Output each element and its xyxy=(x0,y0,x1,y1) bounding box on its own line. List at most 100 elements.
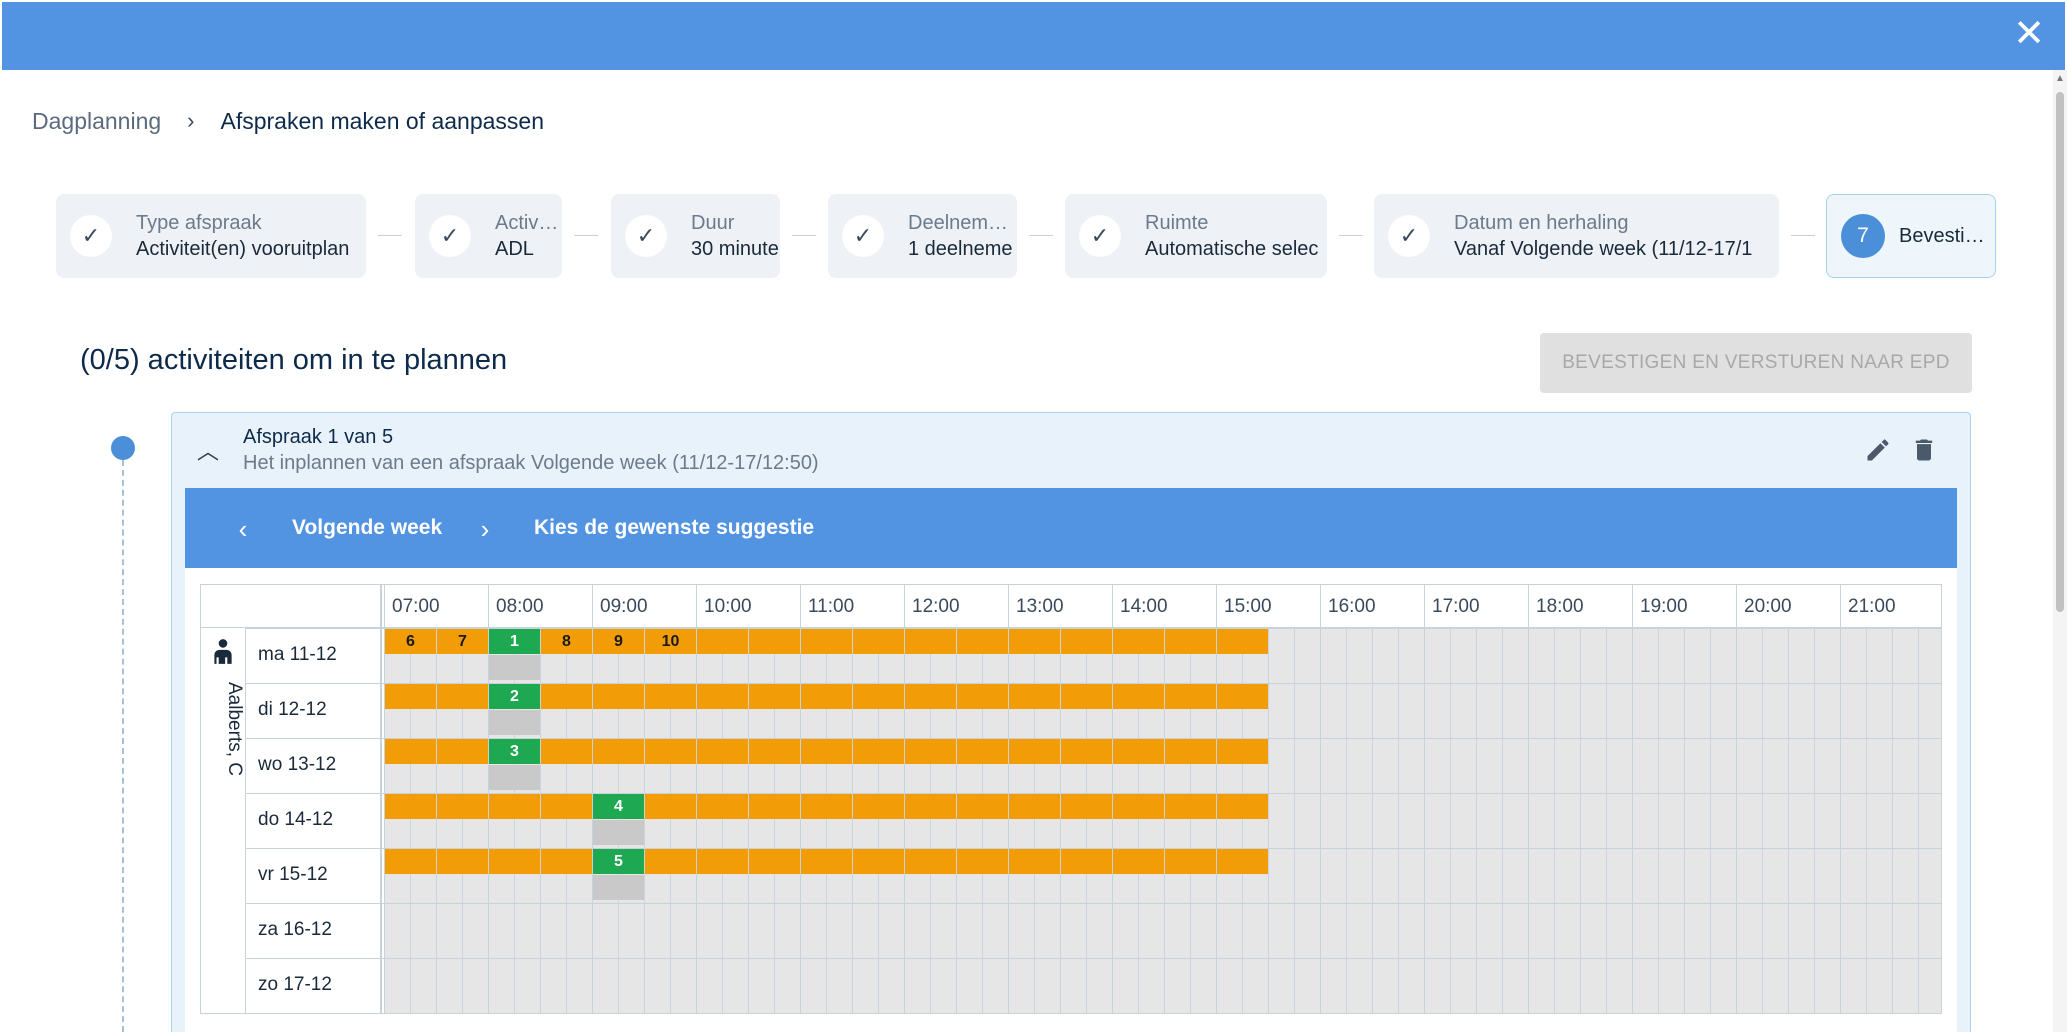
scrollbar-thumb[interactable] xyxy=(2056,92,2064,612)
available-slot[interactable] xyxy=(437,739,488,764)
suggestion-slot[interactable]: 6 xyxy=(385,629,436,654)
available-slot[interactable] xyxy=(1061,684,1112,709)
available-slot[interactable] xyxy=(697,629,748,654)
suggestion-slot[interactable]: 10 xyxy=(645,629,696,654)
available-slot[interactable] xyxy=(645,739,696,764)
available-slot[interactable] xyxy=(1061,739,1112,764)
available-slot[interactable] xyxy=(801,794,852,819)
available-slot[interactable] xyxy=(1061,629,1112,654)
available-slot[interactable] xyxy=(1217,794,1268,819)
available-slot[interactable] xyxy=(1009,739,1060,764)
breadcrumb-dagplanning[interactable]: Dagplanning xyxy=(32,107,162,134)
available-slot[interactable] xyxy=(593,684,644,709)
available-slot[interactable] xyxy=(853,739,904,764)
confirm-send-epd-button[interactable]: BEVESTIGEN EN VERSTUREN NAAR EPD xyxy=(1540,333,1972,393)
available-slot[interactable] xyxy=(385,794,436,819)
available-slot[interactable] xyxy=(1113,684,1164,709)
available-slot[interactable] xyxy=(645,794,696,819)
available-slot[interactable] xyxy=(853,849,904,874)
available-slot[interactable] xyxy=(437,849,488,874)
available-slot[interactable] xyxy=(1061,794,1112,819)
available-slot[interactable] xyxy=(1113,794,1164,819)
suggestion-selected[interactable]: 5 xyxy=(593,849,644,874)
available-slot[interactable] xyxy=(957,739,1008,764)
available-slot[interactable] xyxy=(541,739,592,764)
available-slot[interactable] xyxy=(749,849,800,874)
available-slot[interactable] xyxy=(905,794,956,819)
available-slot[interactable] xyxy=(1165,739,1216,764)
chevron-right-icon[interactable]: › xyxy=(480,514,490,544)
available-slot[interactable] xyxy=(957,794,1008,819)
available-slot[interactable] xyxy=(1009,794,1060,819)
available-slot[interactable] xyxy=(541,684,592,709)
step-ruimte[interactable]: ✓ Ruimte Automatische selec xyxy=(1065,194,1327,278)
available-slot[interactable] xyxy=(489,849,540,874)
suggestion-selected[interactable]: 3 xyxy=(489,739,540,764)
chevron-up-icon[interactable]: ︿ xyxy=(196,439,219,464)
available-slot[interactable] xyxy=(801,739,852,764)
step-duur[interactable]: ✓ Duur 30 minute xyxy=(611,194,780,278)
available-slot[interactable] xyxy=(645,684,696,709)
available-slot[interactable] xyxy=(1217,684,1268,709)
edit-icon[interactable] xyxy=(1864,436,1892,464)
available-slot[interactable] xyxy=(801,849,852,874)
available-slot[interactable] xyxy=(1165,849,1216,874)
step-bevestigen[interactable]: 7 Bevesti… xyxy=(1826,194,1996,278)
suggestion-selected[interactable]: 1 xyxy=(489,629,540,654)
available-slot[interactable] xyxy=(593,739,644,764)
available-slot[interactable] xyxy=(697,794,748,819)
available-slot[interactable] xyxy=(1165,684,1216,709)
available-slot[interactable] xyxy=(1217,739,1268,764)
available-slot[interactable] xyxy=(1165,629,1216,654)
delete-icon[interactable] xyxy=(1910,436,1938,464)
available-slot[interactable] xyxy=(801,684,852,709)
available-slot[interactable] xyxy=(1061,849,1112,874)
available-slot[interactable] xyxy=(957,629,1008,654)
available-slot[interactable] xyxy=(1217,629,1268,654)
available-slot[interactable] xyxy=(905,684,956,709)
suggestion-selected[interactable]: 2 xyxy=(489,684,540,709)
available-slot[interactable] xyxy=(1009,849,1060,874)
available-slot[interactable] xyxy=(749,629,800,654)
available-slot[interactable] xyxy=(905,629,956,654)
available-slot[interactable] xyxy=(957,684,1008,709)
suggestion-slot[interactable]: 9 xyxy=(593,629,644,654)
scroll-up-icon[interactable]: ▲ xyxy=(2055,73,2065,84)
available-slot[interactable] xyxy=(541,849,592,874)
available-slot[interactable] xyxy=(905,849,956,874)
available-slot[interactable] xyxy=(437,684,488,709)
available-slot[interactable] xyxy=(1113,849,1164,874)
available-slot[interactable] xyxy=(385,739,436,764)
step-datum-herhaling[interactable]: ✓ Datum en herhaling Vanaf Volgende week… xyxy=(1374,194,1779,278)
step-activiteit[interactable]: ✓ Activit… ADL xyxy=(415,194,562,278)
available-slot[interactable] xyxy=(801,629,852,654)
available-slot[interactable] xyxy=(437,794,488,819)
available-slot[interactable] xyxy=(1113,739,1164,764)
available-slot[interactable] xyxy=(697,684,748,709)
available-slot[interactable] xyxy=(697,739,748,764)
available-slot[interactable] xyxy=(749,794,800,819)
available-slot[interactable] xyxy=(385,684,436,709)
available-slot[interactable] xyxy=(853,794,904,819)
available-slot[interactable] xyxy=(1217,849,1268,874)
available-slot[interactable] xyxy=(1009,629,1060,654)
suggestion-selected[interactable]: 4 xyxy=(593,794,644,819)
available-slot[interactable] xyxy=(541,794,592,819)
available-slot[interactable] xyxy=(489,794,540,819)
chevron-left-icon[interactable]: ‹ xyxy=(238,514,248,544)
available-slot[interactable] xyxy=(853,629,904,654)
available-slot[interactable] xyxy=(749,739,800,764)
available-slot[interactable] xyxy=(905,739,956,764)
available-slot[interactable] xyxy=(697,849,748,874)
suggestion-slot[interactable]: 8 xyxy=(541,629,592,654)
available-slot[interactable] xyxy=(645,849,696,874)
close-icon[interactable]: ✕ xyxy=(2013,13,2045,55)
available-slot[interactable] xyxy=(385,849,436,874)
available-slot[interactable] xyxy=(957,849,1008,874)
available-slot[interactable] xyxy=(853,684,904,709)
suggestion-slot[interactable]: 7 xyxy=(437,629,488,654)
step-deelnemers[interactable]: ✓ Deelneme… 1 deelneme xyxy=(828,194,1017,278)
available-slot[interactable] xyxy=(1009,684,1060,709)
step-type-afspraak[interactable]: ✓ Type afspraak Activiteit(en) vooruitpl… xyxy=(56,194,366,278)
available-slot[interactable] xyxy=(749,684,800,709)
